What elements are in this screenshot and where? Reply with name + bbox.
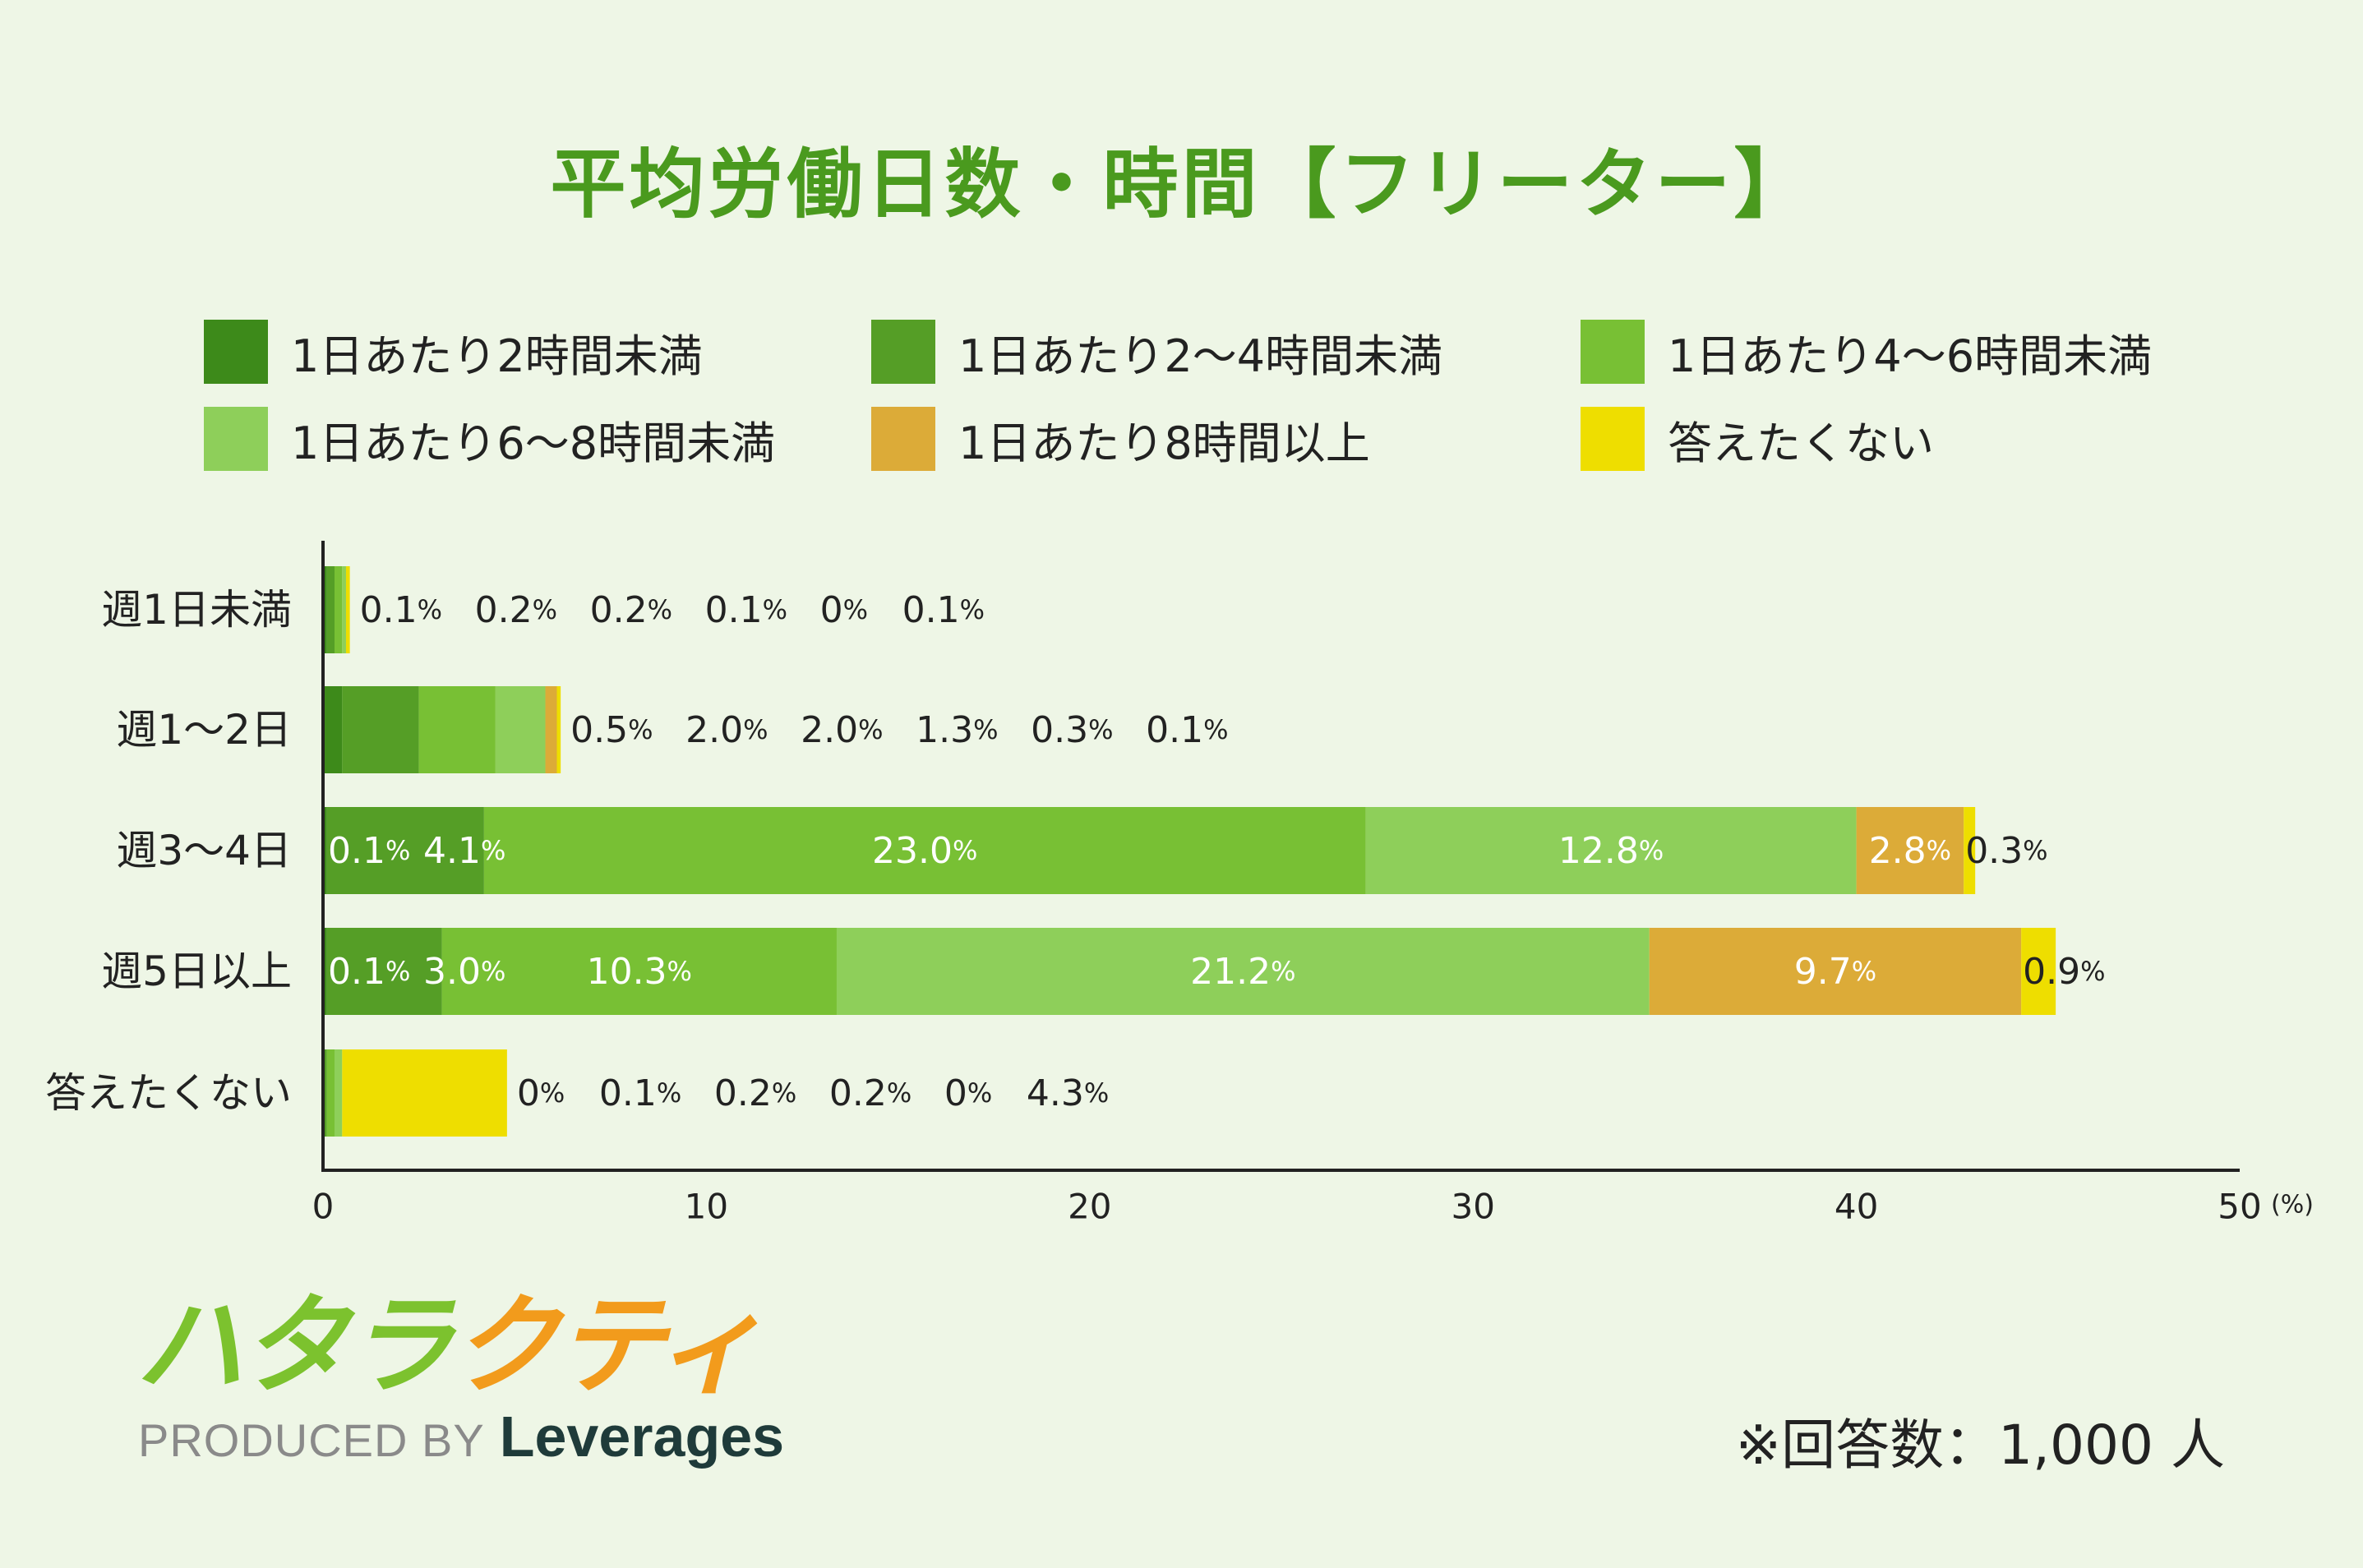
bar-segment <box>323 566 327 653</box>
data-label: 4.3% <box>1027 1072 1109 1114</box>
bar-segment <box>1964 807 1976 894</box>
category-label: 週1日未満 <box>101 586 292 634</box>
data-label: 23.0% <box>872 830 977 872</box>
bar-segment <box>334 1049 343 1137</box>
data-label: 2.8% <box>1869 830 1951 872</box>
logo-wordmark: ハタラクティブ <box>136 1283 890 1409</box>
x-tick-label: 40 <box>1835 1187 1878 1227</box>
bar-segment <box>342 686 419 773</box>
data-label: 9.7% <box>1794 951 1876 993</box>
legend-item: 1日あたり2時間未満 <box>204 319 703 385</box>
logo-text-part2: クティブ <box>451 1286 760 1401</box>
produced-by-label: PRODUCED BY <box>138 1414 485 1466</box>
bar-segment <box>418 686 496 773</box>
x-tick-label: 10 <box>685 1187 728 1227</box>
bar-segment <box>545 686 557 773</box>
legend-item: 答えたくない <box>1581 406 1934 472</box>
legend-item: 1日あたり6〜8時間未満 <box>204 406 775 472</box>
data-label: 0.5% <box>570 709 653 751</box>
legend-swatch <box>1581 407 1645 471</box>
legend-label: 1日あたり2時間未満 <box>291 330 703 382</box>
bar-segment <box>326 807 484 894</box>
bar-segment <box>323 1049 327 1137</box>
company-name: Leverages <box>499 1404 785 1469</box>
bar-segment <box>334 566 343 653</box>
x-tick-label: 0 <box>312 1187 335 1227</box>
data-label: 3.0% <box>423 951 505 993</box>
x-tick-label: 50 <box>2218 1187 2261 1227</box>
bar-segment <box>441 928 837 1015</box>
bar-segment <box>1649 928 2022 1015</box>
legend-swatch <box>204 407 268 471</box>
data-label: 4.1% <box>423 830 505 872</box>
bar-segment <box>556 686 561 773</box>
data-label: 0.1% <box>599 1072 681 1114</box>
logo-text: ハタラクティブ <box>136 1286 760 1401</box>
bar-segment <box>1365 807 1857 894</box>
data-label: 0.1% <box>1146 709 1228 751</box>
data-label: 0.3% <box>1965 830 2047 872</box>
legend: 1日あたり2時間未満 1日あたり2〜4時間未満 1日あたり4〜6時間未満 1日あたり6… <box>204 319 2308 483</box>
category-label: 週3〜4日 <box>116 827 292 874</box>
bar-segment <box>2021 928 2056 1015</box>
data-label: 0.2% <box>829 1072 912 1114</box>
data-label: 0% <box>517 1072 565 1114</box>
data-label: 0% <box>944 1072 992 1114</box>
bar-segment <box>483 807 1366 894</box>
x-tick-label: 20 <box>1068 1187 1111 1227</box>
data-label: 2.0% <box>685 709 768 751</box>
data-label: 21.2% <box>1190 951 1295 993</box>
bar-segment <box>323 686 343 773</box>
data-label: 0.9% <box>2023 951 2105 993</box>
data-label: 10.3% <box>587 951 692 993</box>
data-label: 0.1% <box>360 589 442 631</box>
data-label: 0% <box>820 589 868 631</box>
data-label: 0.1% <box>902 589 985 631</box>
legend-label: 答えたくない <box>1668 417 1934 469</box>
data-label: 0.2% <box>590 589 672 631</box>
legend-item: 1日あたり4〜6時間未満 <box>1581 319 2152 385</box>
legend-label: 1日あたり2〜4時間未満 <box>958 330 1443 382</box>
logo-text-part1: ハタラ <box>136 1286 457 1401</box>
bar-segment <box>342 1049 507 1137</box>
legend-swatch <box>871 407 935 471</box>
bar-segment <box>326 566 335 653</box>
data-label: 0.1% <box>328 830 410 872</box>
category-label: 週1〜2日 <box>116 706 292 754</box>
legend-label: 1日あたり8時間以上 <box>958 417 1370 469</box>
data-label: 1.3% <box>916 709 998 751</box>
bar-segment <box>323 928 327 1015</box>
bar-segment <box>495 686 546 773</box>
data-label: 2.0% <box>801 709 883 751</box>
data-label: 12.8% <box>1558 830 1664 872</box>
legend-swatch <box>871 320 935 384</box>
bar-segment <box>345 566 350 653</box>
category-label: 週5日以上 <box>101 948 292 995</box>
x-tick-label: 30 <box>1451 1187 1494 1227</box>
footnote: ※回答数：1,000 人 <box>1735 1414 2225 1477</box>
bar-segment <box>323 807 327 894</box>
bar-segment <box>342 566 346 653</box>
bar-segment <box>836 928 1650 1015</box>
data-label: 0.1% <box>328 951 410 993</box>
data-label: 0.2% <box>475 589 557 631</box>
produced-by: PRODUCED BY Leverages <box>138 1404 784 1469</box>
x-unit-label: (%) <box>2271 1191 2314 1220</box>
bar-segment <box>326 1049 335 1137</box>
data-label: 0.3% <box>1031 709 1113 751</box>
legend-swatch <box>1581 320 1645 384</box>
legend-item: 1日あたり8時間以上 <box>871 406 1370 472</box>
bar-segment <box>326 928 442 1015</box>
bar-segment <box>1856 807 1964 894</box>
legend-swatch <box>204 320 268 384</box>
legend-label: 1日あたり6〜8時間未満 <box>291 417 776 469</box>
legend-label: 1日あたり4〜6時間未満 <box>1668 330 2153 382</box>
chart-title: 平均労働日数・時間【フリーター】 <box>550 141 1813 228</box>
category-label: 答えたくない <box>45 1069 292 1117</box>
data-label: 0.1% <box>705 589 787 631</box>
data-label: 0.2% <box>714 1072 796 1114</box>
legend-item: 1日あたり2〜4時間未満 <box>871 319 1442 385</box>
